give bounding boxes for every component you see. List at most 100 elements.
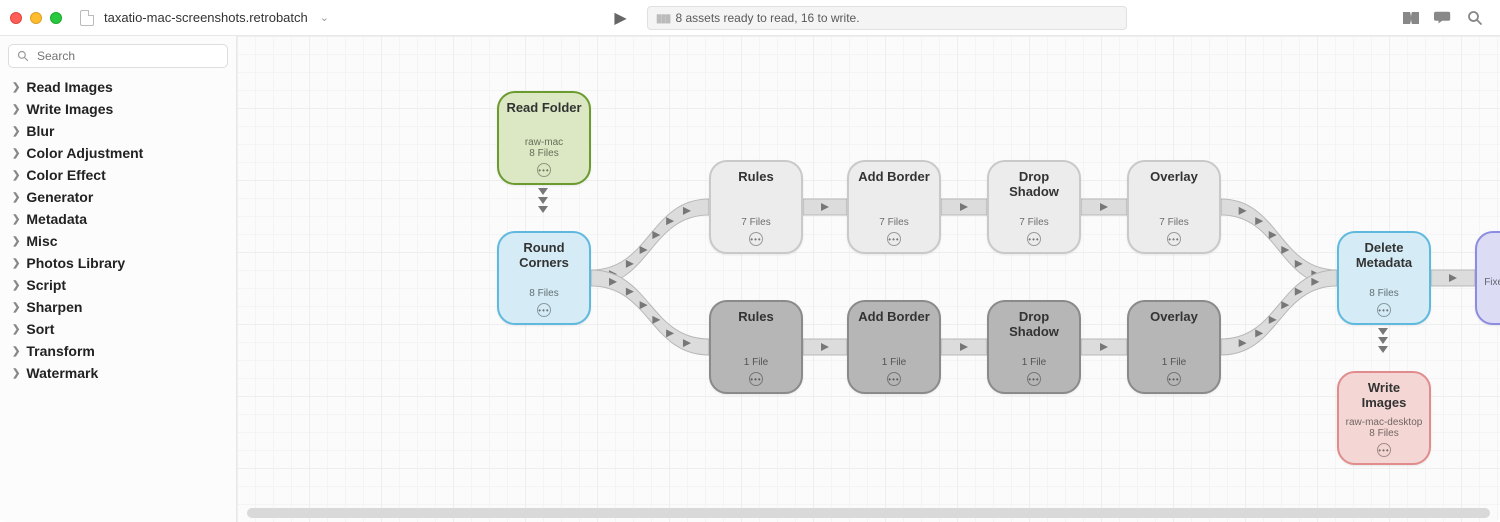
node-drop1[interactable]: Drop Shadow 7 Files ••• — [987, 160, 1081, 254]
node-label: Drop Shadow — [995, 170, 1073, 200]
node-over2[interactable]: Overlay 1 File ••• — [1127, 300, 1221, 394]
sidebar-item-label: Color Effect — [26, 167, 105, 183]
chevron-right-icon: ❯ — [12, 104, 20, 115]
search-field[interactable] — [35, 48, 219, 64]
chevron-right-icon: ❯ — [12, 324, 20, 335]
node-write1[interactable]: Write Images raw-mac-desktop8 Files ••• — [1337, 371, 1431, 465]
chevron-right-icon: ❯ — [12, 192, 20, 203]
node-subtext: Fixed 2880 width — [1484, 273, 1500, 288]
sidebar-item-write-images[interactable]: ❯ Write Images — [4, 98, 232, 120]
search-icon — [17, 50, 29, 62]
library-icon[interactable] — [1402, 9, 1420, 27]
node-label: Read Folder — [506, 101, 581, 116]
more-icon[interactable]: ••• — [749, 232, 763, 246]
node-label: Write Images — [1345, 381, 1423, 411]
node-filecount: 7 Files — [879, 213, 908, 228]
sidebar-item-watermark[interactable]: ❯Watermark — [4, 362, 232, 384]
chevron-right-icon: ❯ — [12, 346, 20, 357]
sidebar-item-blur[interactable]: ❯Blur — [4, 120, 232, 142]
more-icon[interactable]: ••• — [537, 163, 551, 177]
node-label: Overlay — [1150, 170, 1198, 185]
more-icon[interactable]: ••• — [537, 303, 551, 317]
chevron-right-icon: ❯ — [12, 258, 20, 269]
node-label: Overlay — [1150, 310, 1198, 325]
sidebar-item-label: Transform — [26, 343, 94, 359]
sidebar-item-label: Write Images — [26, 101, 113, 117]
node-label: Add Border — [858, 310, 930, 325]
chevron-down-icon[interactable]: ⌄ — [320, 11, 329, 24]
sidebar-item-label: Metadata — [26, 211, 87, 227]
node-filecount: 7 Files — [741, 213, 770, 228]
chat-icon[interactable] — [1434, 9, 1452, 27]
sidebar-item-label: Read Images — [26, 79, 112, 95]
search-icon[interactable] — [1466, 9, 1484, 27]
sidebar-item-sharpen[interactable]: ❯Sharpen — [4, 296, 232, 318]
node-filecount: 7 Files — [1019, 213, 1048, 228]
sidebar-item-sort[interactable]: ❯ Sort — [4, 318, 232, 340]
node-delm[interactable]: Delete Metadata8 Files••• — [1337, 231, 1431, 325]
grid-background — [237, 36, 1500, 522]
more-icon[interactable]: ••• — [1027, 232, 1041, 246]
node-label: Drop Shadow — [995, 310, 1073, 340]
node-label: Delete Metadata — [1356, 241, 1412, 271]
canvas[interactable]: Read Folderraw-mac8 Files•••Round Corner… — [237, 36, 1500, 522]
chevron-right-icon: ❯ — [12, 214, 20, 225]
more-icon[interactable]: ••• — [749, 372, 763, 386]
node-border2[interactable]: Add Border 1 File ••• — [847, 300, 941, 394]
horizontal-scrollbar[interactable] — [247, 508, 1490, 518]
chevron-right-icon: ❯ — [12, 280, 20, 291]
play-button[interactable]: ▶ — [604, 8, 636, 28]
sidebar-item-script[interactable]: ❯ Script — [4, 274, 232, 296]
node-drop2[interactable]: Drop Shadow 1 File ••• — [987, 300, 1081, 394]
node-label: Add Border — [858, 170, 930, 185]
node-over1[interactable]: Overlay7 Files••• — [1127, 160, 1221, 254]
node-label: Round Corners — [519, 241, 569, 271]
status-text: 8 assets ready to read, 16 to write. — [675, 11, 859, 25]
node-filecount: 1 File — [1162, 353, 1186, 368]
node-subtext: raw-mac — [525, 133, 563, 148]
node-round[interactable]: Round Corners8 Files••• — [497, 231, 591, 325]
more-icon[interactable]: ••• — [1377, 443, 1391, 457]
node-rules1[interactable]: Rules 7 Files ••• — [709, 160, 803, 254]
more-icon[interactable]: ••• — [1377, 303, 1391, 317]
more-icon[interactable]: ••• — [887, 232, 901, 246]
sidebar-item-label: Script — [26, 277, 66, 293]
sidebar-item-generator[interactable]: ❯Generator — [4, 186, 232, 208]
film-icon: ▮▮▮ — [656, 11, 670, 25]
more-icon[interactable]: ••• — [1167, 372, 1181, 386]
sidebar-item-metadata[interactable]: ❯ Metadata — [4, 208, 232, 230]
document-title[interactable]: taxatio-mac-screenshots.retrobatch — [104, 10, 308, 25]
zoom-icon[interactable] — [50, 12, 62, 24]
sidebar-item-label: Color Adjustment — [26, 145, 143, 161]
node-subtext: raw-mac-desktop — [1346, 413, 1423, 428]
node-filecount: 1 File — [882, 353, 906, 368]
chevron-right-icon: ❯ — [12, 236, 20, 247]
sidebar-item-label: Photos Library — [26, 255, 125, 271]
sidebar-item-read-images[interactable]: ❯Read Images — [4, 76, 232, 98]
window-controls[interactable] — [10, 12, 62, 24]
node-read[interactable]: Read Folderraw-mac8 Files••• — [497, 91, 591, 185]
node-scale[interactable]: ScaleFixed 2880 width8 Files••• — [1475, 231, 1500, 325]
search-input[interactable] — [8, 44, 228, 68]
sidebar-item-transform[interactable]: ❯ Transform — [4, 340, 232, 362]
sidebar-item-color-effect[interactable]: ❯Color Effect — [4, 164, 232, 186]
node-label: Rules — [738, 310, 773, 325]
node-border1[interactable]: Add Border 7 Files ••• — [847, 160, 941, 254]
sidebar: ❯Read Images❯Write Images❯Blur❯Color Adj… — [0, 36, 237, 522]
sidebar-item-label: Sort — [26, 321, 54, 337]
sidebar-item-photos-library[interactable]: ❯ Photos Library — [4, 252, 232, 274]
document-icon — [80, 10, 94, 26]
sidebar-item-label: Misc — [26, 233, 57, 249]
node-filecount: 1 File — [1022, 353, 1046, 368]
more-icon[interactable]: ••• — [887, 372, 901, 386]
titlebar: taxatio-mac-screenshots.retrobatch ⌄ ▶ ▮… — [0, 0, 1500, 36]
sidebar-item-color-adjustment[interactable]: ❯Color Adjustment — [4, 142, 232, 164]
more-icon[interactable]: ••• — [1027, 372, 1041, 386]
minimize-icon[interactable] — [30, 12, 42, 24]
node-label: Rules — [738, 170, 773, 185]
close-icon[interactable] — [10, 12, 22, 24]
more-icon[interactable]: ••• — [1167, 232, 1181, 246]
sidebar-item-misc[interactable]: ❯ Misc — [4, 230, 232, 252]
node-filecount: 8 Files — [1369, 428, 1398, 439]
node-rules2[interactable]: Rules1 File••• — [709, 300, 803, 394]
